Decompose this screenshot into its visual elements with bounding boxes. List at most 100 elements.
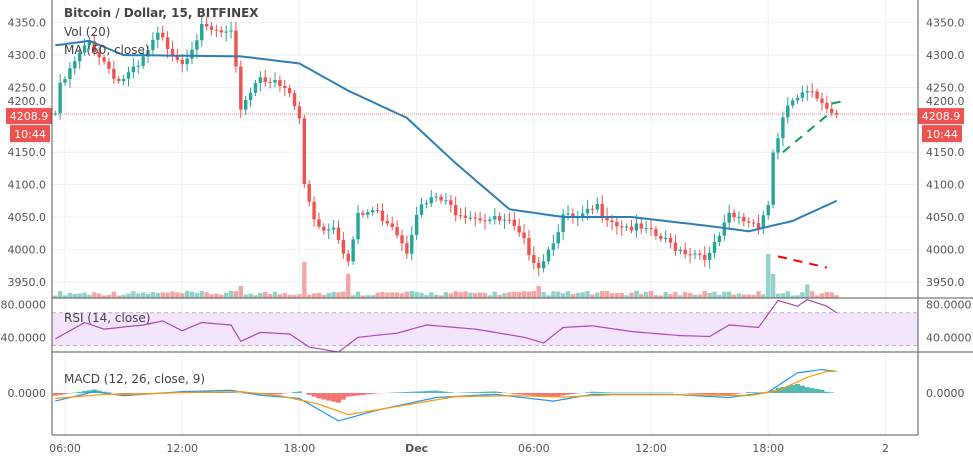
ma-legend[interactable]: MA (60, close): [64, 43, 150, 57]
candle-body: [668, 237, 673, 243]
macd-histogram-bar: [135, 393, 141, 394]
macd-histogram-bar: [594, 391, 600, 393]
macd-histogram-bar: [414, 391, 420, 393]
volume-bar: [560, 293, 566, 298]
volume-bar: [370, 295, 375, 298]
candle-body: [561, 214, 565, 233]
candle-body: [776, 138, 780, 153]
candle-body: [263, 77, 267, 82]
countdown-badge-left: [10, 125, 50, 143]
volume-bar: [116, 295, 121, 298]
volume-bar: [258, 292, 263, 298]
macd-histogram-bar: [516, 393, 522, 395]
volume-bar: [424, 294, 429, 298]
volume-bar: [355, 291, 361, 298]
candle-body: [502, 219, 507, 221]
volume-bar: [521, 291, 527, 298]
volume-bar: [717, 294, 722, 298]
volume-bar: [277, 294, 283, 298]
candle-body: [693, 253, 697, 255]
candle-body: [727, 212, 731, 223]
candle-body: [644, 228, 648, 230]
volume-bar: [761, 294, 766, 298]
volume-bar: [565, 291, 571, 298]
macd-histogram-bar: [819, 389, 825, 393]
volume-bar: [131, 291, 136, 298]
candle-body: [639, 223, 643, 229]
candle-body: [395, 226, 399, 236]
time-tick-label: 12:00: [635, 442, 667, 455]
candle-body: [292, 93, 297, 107]
volume-bar: [624, 295, 629, 298]
candle-body: [327, 229, 331, 231]
candle-body: [659, 235, 663, 240]
rsi-legend[interactable]: RSI (14, close): [64, 311, 151, 325]
candle-body: [151, 39, 155, 51]
volume-bar: [541, 292, 546, 298]
volume-bar: [272, 291, 278, 298]
candle-body: [234, 30, 238, 67]
rsi-tick-right: 40.0000: [926, 331, 972, 344]
macd-histogram-bar: [560, 393, 566, 396]
last-price-label-left: 4208.9: [10, 110, 49, 123]
macd-legend[interactable]: MACD (12, 26, close, 9): [64, 372, 206, 386]
time-tick-label: Dec: [405, 442, 428, 455]
volume-bar: [619, 293, 624, 298]
volume-bar: [409, 290, 414, 298]
last-price-badge-right: [918, 108, 964, 125]
volume-bar: [673, 291, 678, 298]
candle-body: [112, 68, 116, 79]
volume-bar: [770, 274, 776, 298]
volume-bar: [668, 294, 673, 298]
candle-body: [453, 205, 458, 216]
candle-body: [532, 254, 536, 263]
volume-bar: [809, 291, 815, 298]
macd-histogram-bar: [736, 393, 742, 394]
volume-bar: [311, 293, 317, 298]
macd-histogram-bar: [326, 393, 332, 401]
candle-body: [551, 243, 556, 250]
macd-histogram-bar: [790, 384, 796, 393]
price-tick-right: 3950.0: [926, 276, 965, 289]
price-tick-right: 4000.0: [926, 243, 965, 256]
volume-legend[interactable]: Vol (20): [64, 25, 111, 39]
candle-body: [190, 49, 194, 59]
macd-histogram-bar: [360, 393, 366, 395]
candle-body: [209, 26, 214, 30]
candle-body: [97, 52, 101, 58]
candle-body: [331, 227, 336, 230]
volume-bar: [346, 274, 351, 298]
candle-body: [825, 102, 829, 109]
volume-bar: [106, 294, 112, 298]
candle-body: [458, 215, 463, 217]
candle-body: [737, 216, 741, 218]
macd-histogram-bar: [336, 393, 341, 403]
macd-histogram-bar: [799, 385, 805, 393]
price-tick-right: 4300.0: [926, 49, 965, 62]
volume-bar: [497, 294, 502, 298]
candle-body: [449, 200, 453, 206]
candle-body: [717, 235, 722, 242]
volume-bar: [712, 291, 717, 298]
candle-body: [800, 92, 805, 98]
candle-body: [634, 223, 639, 231]
volume-bar: [321, 294, 327, 298]
volume-bar: [57, 291, 63, 298]
candle-body: [312, 201, 316, 220]
macd-histogram-bar: [692, 393, 698, 394]
candle-body: [185, 58, 189, 65]
candle-body: [302, 118, 307, 185]
macd-histogram-bar: [555, 393, 561, 397]
macd-histogram-bar: [311, 393, 317, 397]
price-tick-left: 4250.0: [8, 81, 47, 94]
candle-body: [571, 213, 575, 218]
macd-histogram-bar: [550, 393, 556, 398]
candle-body: [405, 243, 409, 254]
candle-body: [361, 212, 365, 215]
candle-body: [136, 65, 140, 67]
candle-body: [722, 222, 726, 236]
volume-bar: [546, 295, 551, 298]
volume-bar: [805, 284, 810, 298]
